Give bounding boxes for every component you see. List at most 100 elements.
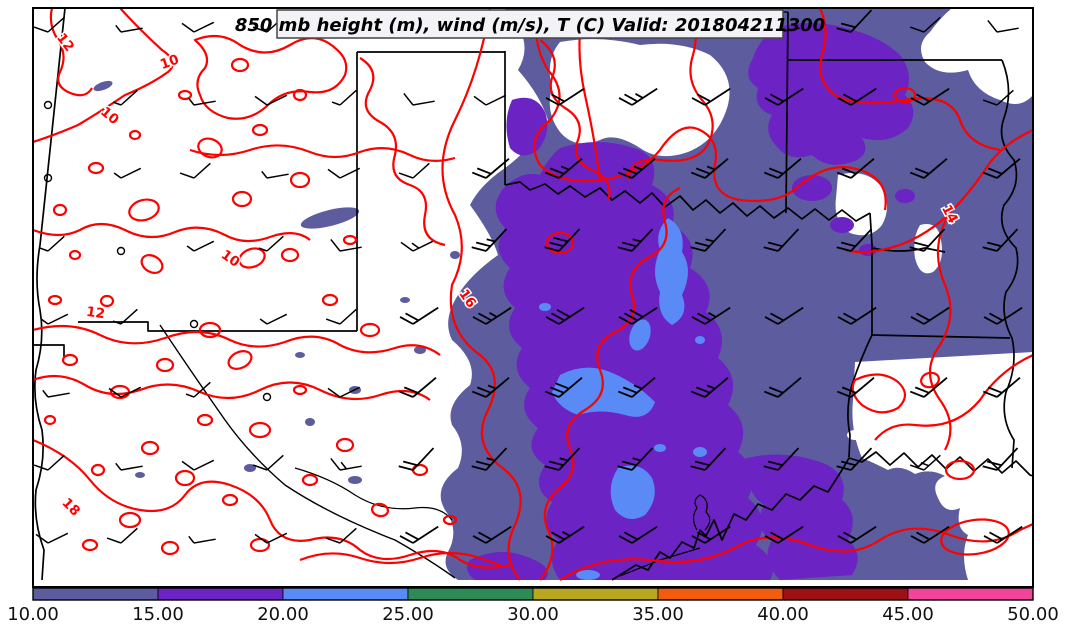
border-tx-ar bbox=[869, 212, 873, 335]
wind-barb bbox=[185, 381, 211, 398]
river-pecos bbox=[159, 324, 456, 579]
wind-barb bbox=[112, 308, 138, 325]
wind-barb bbox=[618, 87, 658, 106]
wind-barb bbox=[909, 158, 948, 179]
wind-barb bbox=[113, 167, 142, 179]
wind-barb bbox=[617, 377, 656, 398]
wind-barb bbox=[400, 240, 434, 252]
title-box-background bbox=[276, 9, 784, 39]
wind-barb bbox=[836, 9, 873, 33]
colorbar-segment bbox=[782, 587, 909, 601]
colorbar-tick-label: 10.00 bbox=[7, 604, 59, 625]
wind-barb bbox=[987, 19, 1019, 33]
map-frame bbox=[32, 7, 1034, 588]
colorbar-segment bbox=[32, 587, 159, 601]
barrier-island bbox=[619, 547, 701, 577]
colorbar-tick-label: 45.00 bbox=[882, 604, 934, 625]
wind-barb bbox=[181, 459, 215, 471]
wind-barb bbox=[764, 525, 804, 544]
colorbar-segment bbox=[657, 587, 784, 601]
wind-barb bbox=[618, 306, 658, 325]
wind-barb bbox=[331, 89, 357, 106]
wind-barb bbox=[764, 87, 804, 106]
wind-barb bbox=[837, 306, 877, 325]
wind-barb bbox=[982, 228, 1019, 252]
wind-barb bbox=[108, 386, 142, 398]
wind-barb bbox=[259, 313, 288, 325]
wind-barb bbox=[472, 306, 512, 325]
contour-label: 12 bbox=[85, 304, 106, 322]
colorbar-tick-label: 30.00 bbox=[507, 604, 559, 625]
wind-barb bbox=[982, 377, 1021, 398]
wind-barb bbox=[983, 525, 1023, 544]
border-ar-la bbox=[871, 334, 1011, 339]
wind-barb bbox=[982, 89, 1014, 106]
wind-barb bbox=[545, 87, 585, 106]
map-title: 850 mb height (m), wind (m/s), T (C) Val… bbox=[235, 15, 825, 36]
wind-barb bbox=[690, 228, 727, 252]
wind-barb bbox=[545, 306, 585, 325]
colorbar-segment bbox=[282, 587, 409, 601]
wind-barb bbox=[982, 447, 1019, 471]
wind-barb bbox=[545, 525, 585, 544]
colorbar-segment bbox=[907, 587, 1034, 601]
wind-barb bbox=[398, 447, 435, 471]
calm-wind-circle bbox=[116, 246, 126, 256]
border-ok-ar bbox=[785, 11, 789, 214]
wind-barb bbox=[617, 228, 654, 252]
wind-barb bbox=[39, 235, 65, 252]
wind-barb bbox=[691, 525, 731, 544]
wind-barb bbox=[544, 377, 583, 398]
wind-barb bbox=[836, 447, 873, 471]
wind-barb bbox=[763, 447, 800, 471]
wind-barb bbox=[909, 228, 946, 252]
wind-barb bbox=[42, 389, 70, 398]
wind-barb bbox=[910, 525, 950, 544]
wind-barb bbox=[327, 167, 361, 179]
wind-barb bbox=[983, 306, 1023, 325]
wind-barb bbox=[472, 525, 512, 544]
calm-wind-circle bbox=[43, 100, 53, 110]
wind-barb bbox=[836, 377, 875, 398]
wind-barb bbox=[399, 525, 439, 544]
wind-barb bbox=[403, 92, 435, 106]
wind-barb bbox=[261, 170, 289, 179]
wind-barb bbox=[399, 306, 439, 325]
calm-wind-circle bbox=[189, 319, 199, 329]
wind-barb bbox=[691, 306, 731, 325]
wind-barb bbox=[471, 377, 510, 398]
border-red-river bbox=[504, 181, 871, 222]
wind-barb bbox=[763, 228, 800, 252]
wind-barb bbox=[179, 162, 211, 179]
wind-barb bbox=[325, 308, 357, 325]
wind-barb bbox=[544, 447, 581, 471]
wind-barb bbox=[982, 158, 1021, 179]
wind-barb bbox=[330, 238, 362, 252]
wind-barb bbox=[188, 535, 216, 544]
wind-barb bbox=[909, 454, 941, 471]
colorbar-tick-label: 35.00 bbox=[632, 604, 684, 625]
river-central-tx bbox=[294, 467, 453, 521]
colorbar-segment bbox=[157, 587, 284, 601]
wind-barb bbox=[544, 228, 581, 252]
wind-barb bbox=[764, 306, 804, 325]
wind-barb bbox=[471, 228, 508, 252]
wind-barb bbox=[181, 21, 215, 33]
wind-barb bbox=[115, 24, 143, 33]
wind-barb bbox=[837, 525, 877, 544]
temperature-shading-layer bbox=[93, 8, 1033, 580]
wind-barb bbox=[691, 87, 731, 106]
wind-barb bbox=[115, 462, 143, 471]
galveston-bay bbox=[692, 494, 711, 531]
wind-barb bbox=[112, 89, 138, 106]
calm-wind-circle bbox=[262, 392, 272, 402]
river-west bbox=[34, 244, 45, 581]
wind-barb bbox=[910, 87, 950, 106]
colorbar-tick-label: 20.00 bbox=[257, 604, 309, 625]
wind-barb bbox=[325, 527, 357, 544]
wind-barb bbox=[690, 377, 729, 398]
wind-barb bbox=[473, 94, 507, 106]
wind-barb bbox=[258, 235, 284, 252]
